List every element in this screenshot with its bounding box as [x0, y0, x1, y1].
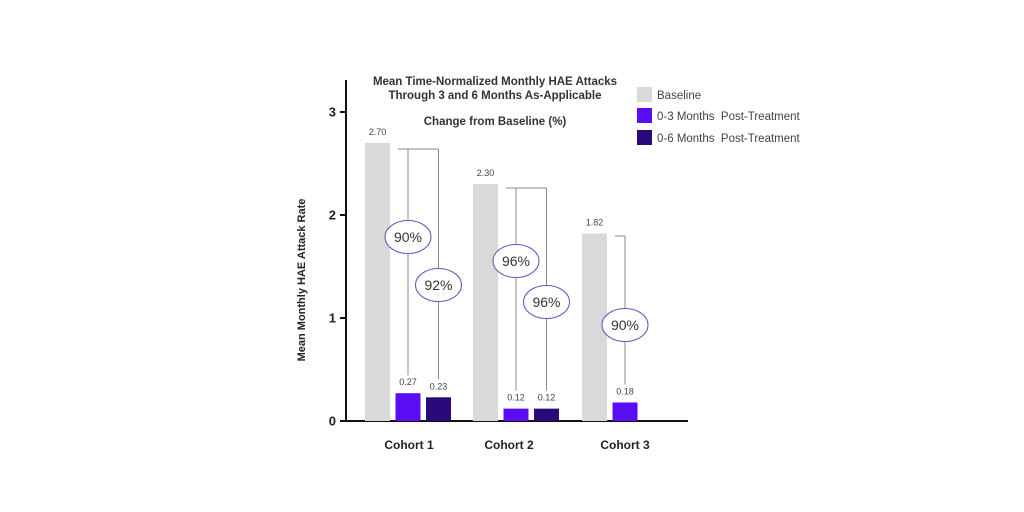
data-label-2-series-0: 2.30 — [477, 168, 495, 178]
bar-1-series-1 — [395, 393, 421, 421]
chart-subtitle: Through 3 and 6 Months As-Applicable — [389, 90, 602, 102]
legend-label-baseline: Baseline — [657, 90, 701, 102]
y-tick-label-3: 3 — [329, 105, 336, 120]
data-label-1-series-2: 0.23 — [430, 381, 448, 391]
legend-swatch-0-6-months — [637, 130, 652, 145]
y-axis-label: Mean Monthly HAE Attack Rate — [296, 199, 308, 362]
reduction-label-1-1: 90% — [394, 229, 422, 245]
category-label-cohort-2: Cohort 2 — [484, 438, 534, 452]
legend-swatch-baseline — [637, 87, 652, 102]
bar-2-series-1 — [503, 408, 529, 421]
bar-1-series-2 — [426, 397, 451, 421]
y-tick-label-0: 0 — [329, 414, 336, 429]
data-label-1-series-0: 2.70 — [369, 127, 387, 137]
category-label-cohort-3: Cohort 3 — [600, 438, 650, 452]
data-label-3-series-1: 0.18 — [616, 386, 634, 396]
data-label-2-series-1: 0.12 — [507, 393, 525, 403]
reduction-ellipse-1-2 — [415, 268, 462, 302]
plot-area: 0 1 2 3 2.70 0.27 0.23 Cohort 1 2.30 0.12 0.12 Coho… — [329, 80, 688, 452]
legend: Baseline 0-3 Months Post-Treatment 0-6 M… — [637, 87, 801, 145]
data-label-1-series-1: 0.27 — [399, 377, 417, 387]
y-tick-label-1: 1 — [329, 311, 336, 326]
reduction-label-1-2: 92% — [424, 277, 452, 293]
data-label-2-series-2: 0.12 — [538, 393, 556, 403]
category-label-cohort-1: Cohort 1 — [384, 438, 434, 452]
reduction-ellipse-3-1 — [601, 308, 649, 342]
reduction-ellipse-1-1 — [384, 220, 432, 254]
reduction-label-2-1: 96% — [502, 253, 530, 269]
data-label-3-series-0: 1.82 — [586, 218, 604, 228]
bar-3-series-1 — [612, 402, 638, 421]
bar-2-series-0 — [473, 184, 498, 421]
legend-swatch-0-3-months — [637, 108, 652, 123]
reduction-label-2-2: 96% — [532, 294, 560, 310]
legend-label-0-3-months: 0-3 Months Post-Treatment — [657, 111, 801, 123]
reduction-label-3-1: 90% — [611, 317, 639, 333]
reduction-ellipse-2-1 — [492, 244, 540, 278]
legend-label-0-6-months: 0-6 Months Post-Treatment — [657, 133, 801, 145]
change-from-baseline-heading: Change from Baseline (%) — [424, 116, 567, 128]
bar-2-series-2 — [534, 408, 559, 421]
reduction-ellipse-2-2 — [523, 285, 570, 319]
chart-title: Mean Time-Normalized Monthly HAE Attacks — [373, 76, 617, 88]
y-tick-label-2: 2 — [329, 208, 336, 223]
bar-1-series-0 — [365, 142, 390, 421]
